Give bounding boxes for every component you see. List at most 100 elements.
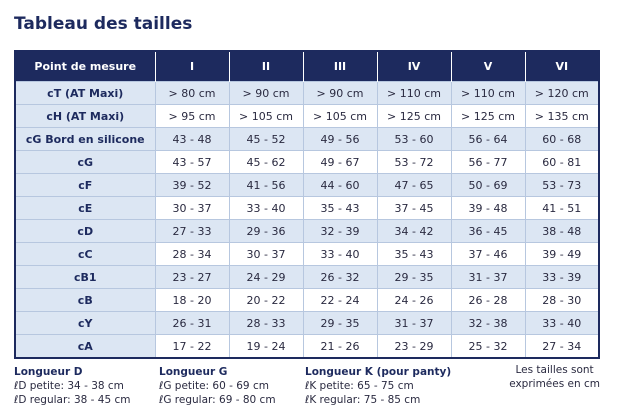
cell: 28 - 30 [524, 288, 600, 312]
cell: 27 - 34 [524, 334, 600, 359]
cell: 53 - 73 [524, 173, 600, 197]
cell: 28 - 33 [228, 311, 304, 335]
cell: 28 - 34 [154, 242, 230, 266]
note-line: ℓG petite: 60 - 69 cm [159, 380, 269, 392]
cell: 32 - 39 [302, 219, 378, 243]
cell: 45 - 62 [228, 150, 304, 174]
cell: 23 - 29 [376, 334, 452, 359]
note-line: ℓD regular: 38 - 45 cm [14, 394, 131, 406]
cell: 30 - 37 [228, 242, 304, 266]
cell: 43 - 48 [154, 127, 230, 151]
row: cG 43 - 57 45 - 62 49 - 67 53 - 72 56 - 77 60 … [14, 150, 600, 174]
note: Longueur D ℓD petite: 34 - 38 cm ℓD regula… [14, 365, 131, 407]
cell: > 120 cm [524, 81, 600, 105]
footnote: Les tailles sont exprimées en cm [509, 363, 600, 391]
row: cT (AT Maxi) > 80 cm > 90 cm > 90 cm > 110 c… [14, 81, 600, 105]
row: cY 26 - 31 28 - 33 29 - 35 31 - 37 32 - 38 33 … [14, 311, 600, 335]
cell: 19 - 24 [228, 334, 304, 359]
cell: 30 - 37 [154, 196, 230, 220]
footnote-line: Les tailles sont [515, 364, 594, 376]
cell: > 105 cm [228, 104, 304, 128]
cell: 43 - 57 [154, 150, 230, 174]
cell: > 125 cm [450, 104, 526, 128]
cell: > 135 cm [524, 104, 600, 128]
cell: 49 - 56 [302, 127, 378, 151]
cell: 31 - 37 [376, 311, 452, 335]
cell: > 110 cm [450, 81, 526, 105]
cell: 37 - 46 [450, 242, 526, 266]
cell: 26 - 28 [450, 288, 526, 312]
cell: 32 - 38 [450, 311, 526, 335]
row: cB1 23 - 27 24 - 29 26 - 32 29 - 35 31 - 37 33… [14, 265, 600, 289]
cell: 39 - 49 [524, 242, 600, 266]
size-table: Point de mesure I II III IV V VI cT (AT Maxi) > … [14, 50, 600, 359]
cell: 27 - 33 [154, 219, 230, 243]
column-header: V [451, 51, 526, 82]
cell: > 90 cm [302, 81, 378, 105]
cell: > 110 cm [376, 81, 452, 105]
cell: 26 - 31 [154, 311, 230, 335]
cell: 56 - 77 [450, 150, 526, 174]
row-header: cE [14, 196, 156, 220]
cell: 18 - 20 [154, 288, 230, 312]
row: cC 28 - 34 30 - 37 33 - 40 35 - 43 37 - 46 39 … [14, 242, 600, 266]
cell: 24 - 26 [376, 288, 452, 312]
note-title: Longueur G [159, 366, 228, 378]
cell: 33 - 40 [302, 242, 378, 266]
cell: 50 - 69 [450, 173, 526, 197]
cell: 31 - 37 [450, 265, 526, 289]
note-line: ℓK regular: 75 - 85 cm [305, 394, 421, 406]
cell: > 125 cm [376, 104, 452, 128]
row: cD 27 - 33 29 - 36 32 - 39 34 - 42 36 - 45 38 … [14, 219, 600, 243]
cell: 34 - 42 [376, 219, 452, 243]
row-header: cH (AT Maxi) [14, 104, 156, 128]
note-title: Longueur K (pour panty) [305, 366, 452, 378]
cell: 41 - 51 [524, 196, 600, 220]
row-header: cC [14, 242, 156, 266]
row-header: cG Bord en silicone [14, 127, 156, 151]
column-header: Point de mesure [15, 51, 156, 82]
cell: 25 - 32 [450, 334, 526, 359]
column-header: VI [525, 51, 600, 82]
cell: 33 - 40 [228, 196, 304, 220]
cell: 56 - 64 [450, 127, 526, 151]
note-line: ℓK petite: 65 - 75 cm [305, 380, 414, 392]
cell: 29 - 35 [376, 265, 452, 289]
cell: 47 - 65 [376, 173, 452, 197]
cell: 39 - 48 [450, 196, 526, 220]
cell: 24 - 29 [228, 265, 304, 289]
cell: 33 - 40 [524, 311, 600, 335]
cell: 44 - 60 [302, 173, 378, 197]
row: cE 30 - 37 33 - 40 35 - 43 37 - 45 39 - 48 41 … [14, 196, 600, 220]
cell: 35 - 43 [302, 196, 378, 220]
cell: 53 - 72 [376, 150, 452, 174]
row-header: cG [14, 150, 156, 174]
note-title: Longueur D [14, 366, 83, 378]
row-header: cB1 [14, 265, 156, 289]
cell: 26 - 32 [302, 265, 378, 289]
note-line: ℓD petite: 34 - 38 cm [14, 380, 124, 392]
cell: 45 - 52 [228, 127, 304, 151]
cell: 39 - 52 [154, 173, 230, 197]
row: cA 17 - 22 19 - 24 21 - 26 23 - 29 25 - 32 27 … [14, 334, 600, 359]
cell: 53 - 60 [376, 127, 452, 151]
column-header: III [303, 51, 378, 82]
row: cF 39 - 52 41 - 56 44 - 60 47 - 65 50 - 69 53 … [14, 173, 600, 197]
cell: 60 - 81 [524, 150, 600, 174]
cell: 20 - 22 [228, 288, 304, 312]
row: cH (AT Maxi) > 95 cm > 105 cm > 105 cm > 125… [14, 104, 600, 128]
row: cB 18 - 20 20 - 22 22 - 24 24 - 26 26 - 28 28 … [14, 288, 600, 312]
cell: 21 - 26 [302, 334, 378, 359]
cell: > 80 cm [154, 81, 230, 105]
cell: > 105 cm [302, 104, 378, 128]
column-header: II [229, 51, 304, 82]
row-header: cF [14, 173, 156, 197]
note: Longueur G ℓG petite: 60 - 69 cm ℓG regula… [159, 365, 276, 407]
cell: 29 - 36 [228, 219, 304, 243]
column-header: IV [377, 51, 452, 82]
cell: 41 - 56 [228, 173, 304, 197]
row-header: cB [14, 288, 156, 312]
cell: > 90 cm [228, 81, 304, 105]
cell: 33 - 39 [524, 265, 600, 289]
row-header: cD [14, 219, 156, 243]
